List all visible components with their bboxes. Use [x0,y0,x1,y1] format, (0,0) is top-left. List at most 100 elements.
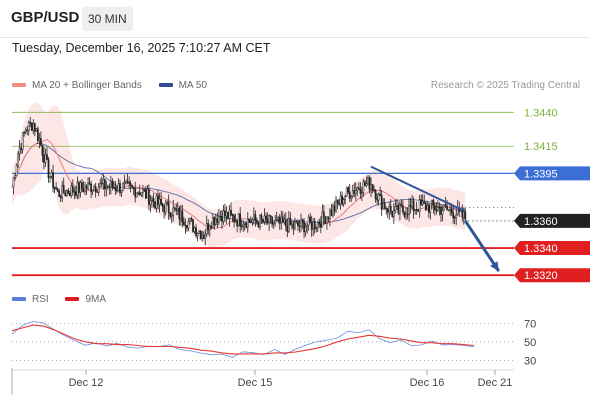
candle-body [444,204,447,207]
candle-body [164,202,167,213]
candle-body [271,216,273,225]
candle-body [297,221,299,227]
candle-body [292,223,295,229]
candle-body [338,202,340,205]
candle-body [132,187,135,190]
candle-body [318,221,321,225]
candle-body [234,220,237,223]
candle-body [113,187,115,189]
candle-body [70,185,73,196]
candle-body [222,210,225,222]
candle-body [23,131,26,134]
candle-body [359,189,362,194]
candle-body [76,182,79,196]
level-tag-1.3340: 1.3340 [514,241,590,256]
candle-body [29,121,32,124]
candle-body [396,204,398,207]
candle-body [397,204,400,214]
candle-body [50,172,53,177]
candle-body [135,192,138,198]
legend-swatch [158,83,173,88]
candle-body [154,201,156,209]
candle-body [464,211,467,220]
rsi-tick-label: 70 [524,318,536,330]
candle-body [394,206,397,211]
candle-body [79,182,82,193]
rsi-line [11,320,475,358]
header-bar: GBP/USD 30 MIN [0,0,590,38]
candle-body [30,122,33,131]
candle-body [309,216,312,223]
level-tag-text: 1.3320 [524,270,558,282]
candle-body [100,182,103,185]
candle-body [219,215,222,218]
candle-body [40,138,42,146]
candle-body [196,232,199,236]
candle-body [44,154,47,163]
candle-body [254,214,257,221]
timeframe-button[interactable]: 30 MIN [82,7,133,31]
candle-body [388,205,391,213]
candle-body [248,218,251,222]
candle-body [435,209,438,211]
candle-body [108,186,111,188]
candle-body [301,219,304,223]
candle-body [236,220,238,227]
candle-body [259,215,261,228]
candle-body [423,201,426,204]
candle-body [382,202,385,210]
candle-body [193,227,196,232]
level-tag-bg [514,268,590,283]
candle-body [324,217,327,224]
candle-body [277,217,280,220]
trendline [370,165,466,213]
legend-label: 9MA [85,294,107,305]
candle-body [306,224,308,228]
candle-body [453,217,456,219]
candle-body [294,222,296,229]
candle-body [138,192,141,196]
rsi-tick-label: 50 [524,337,536,349]
candle-body [204,233,207,239]
candle-body [56,189,59,192]
candle-body [166,201,169,204]
candle-body [198,231,200,234]
candle-body [364,181,366,186]
candle-body [286,225,289,232]
candle-body [274,219,277,224]
candle-body [110,181,112,188]
candle-body [228,210,231,219]
candle-body [43,154,45,163]
candle-body [437,206,439,211]
candle-body [143,189,146,191]
candle-body [221,215,223,222]
candle-body [120,190,123,193]
candle-body [67,190,70,194]
candle-body [269,215,272,218]
candle-body [172,207,175,216]
candle-body [265,215,267,220]
candle-body [431,199,433,205]
rsi-tick-label: 30 [524,355,536,367]
candle-body [85,185,88,189]
candle-body [455,214,458,218]
candle-body [373,189,375,192]
candle-body [15,165,18,176]
candle-body [315,227,318,230]
candle-body [14,175,16,178]
candle-body [161,203,164,207]
candle-body [316,221,319,229]
candle-body [183,221,185,226]
legend-label: MA 20 + Bollinger Bands [32,80,142,91]
candle-body [49,176,51,178]
candle-body [374,190,377,199]
candle-body [322,211,325,218]
candle-body [167,201,170,213]
candle-body [146,188,149,199]
candle-body [441,210,444,215]
candle-body [354,189,357,194]
candle-body [249,221,252,223]
candle-body [71,185,74,193]
candle-body [78,182,80,193]
